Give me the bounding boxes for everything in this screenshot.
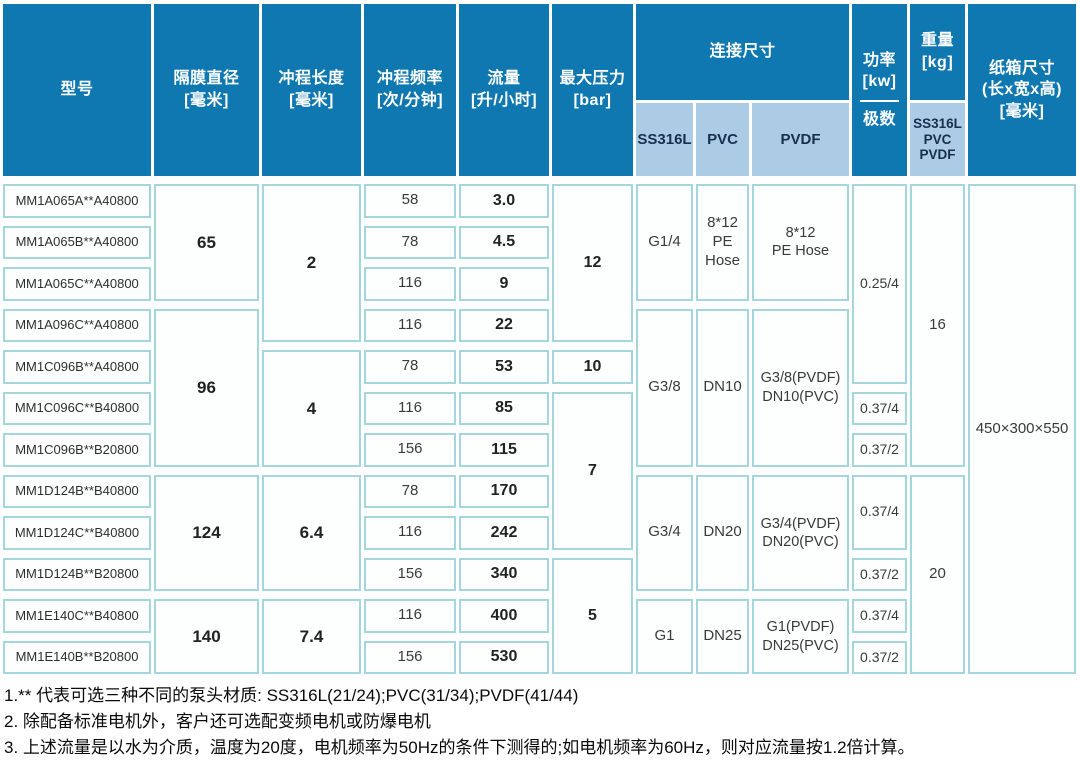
cell-flow-9: 242 (459, 516, 549, 550)
cell-conn-ss316l-3: G3/4 (636, 474, 693, 591)
cell-carton-size: 450×300×550 (968, 184, 1076, 674)
header-power-label: 功率 [kw] (862, 51, 897, 91)
cell-stroke-6-4: 6.4 (262, 474, 361, 591)
cell-model-7: MM1C096B**B20800 (3, 433, 151, 467)
header-flow-rate: 流量 [升/小时] (459, 4, 549, 176)
cell-conn-pvdf-4: G1(PVDF) DN25(PVC) (752, 599, 849, 674)
header-power: 功率 [kw] 极数 (852, 4, 907, 176)
cell-model-1: MM1A065A**A40800 (3, 184, 151, 218)
header-model: 型号 (3, 4, 151, 176)
cell-freq-8: 78 (364, 474, 456, 508)
cell-stroke-2: 2 (262, 184, 361, 342)
cell-stroke-7-4: 7.4 (262, 599, 361, 674)
header-pole-number: 极数 (862, 110, 896, 128)
cell-flow-6: 85 (459, 391, 549, 425)
cell-conn-pvdf-2: G3/8(PVDF) DN10(PVC) (752, 308, 849, 467)
cell-conn-pvc-4: DN25 (696, 599, 749, 674)
cell-freq-10: 156 (364, 557, 456, 591)
header-connection-size-group: 连接尺寸 SS316L PVC PVDF (636, 4, 849, 176)
cell-model-5: MM1C096B**A40800 (3, 350, 151, 384)
cell-power-6: 0.37/4 (852, 599, 907, 633)
header-diaphragm-diameter: 隔膜直径 [毫米] (154, 4, 259, 176)
cell-model-6: MM1C096C**B40800 (3, 391, 151, 425)
cell-flow-5: 53 (459, 350, 549, 384)
cell-conn-ss316l-2: G3/8 (636, 308, 693, 467)
cell-power-7: 0.37/2 (852, 640, 907, 674)
cell-freq-9: 116 (364, 516, 456, 550)
subheader-pvc: PVC (696, 103, 749, 176)
cell-freq-12: 156 (364, 640, 456, 674)
cell-diaphragm-96: 96 (154, 308, 259, 467)
cell-conn-ss316l-4: G1 (636, 599, 693, 674)
header-stroke-frequency: 冲程频率 [次/分钟] (364, 4, 456, 176)
cell-conn-pvc-1: 8*12 PE Hose (696, 184, 749, 301)
cell-flow-12: 530 (459, 640, 549, 674)
cell-freq-4: 116 (364, 308, 456, 342)
cell-freq-6: 116 (364, 391, 456, 425)
cell-freq-1: 58 (364, 184, 456, 218)
cell-model-2: MM1A065B**A40800 (3, 225, 151, 259)
cell-power-4: 0.37/4 (852, 474, 907, 550)
cell-power-3: 0.37/2 (852, 433, 907, 467)
header-weight-group: 重量 [kg] SS316L PVC PVDF (910, 4, 965, 176)
subheader-ss316l: SS316L (636, 103, 693, 176)
cell-model-12: MM1E140B**B20800 (3, 640, 151, 674)
cell-diaphragm-124: 124 (154, 474, 259, 591)
cell-pressure-5: 5 (552, 557, 633, 674)
cell-conn-pvc-3: DN20 (696, 474, 749, 591)
cell-freq-11: 116 (364, 599, 456, 633)
subheader-pvdf: PVDF (752, 103, 849, 176)
cell-flow-4: 22 (459, 308, 549, 342)
header-stroke-length: 冲程长度 [毫米] (262, 4, 361, 176)
cell-power-5: 0.37/2 (852, 557, 907, 591)
header-connection-size: 连接尺寸 (636, 4, 849, 100)
cell-pressure-7: 7 (552, 391, 633, 550)
cell-model-3: MM1A065C**A40800 (3, 267, 151, 301)
cell-flow-10: 340 (459, 557, 549, 591)
cell-power-2: 0.37/4 (852, 391, 907, 425)
footnote-1: 1.** 代表可选三种不同的泵头材质: SS316L(21/24);PVC(31… (4, 686, 579, 705)
power-header-divider (859, 99, 900, 102)
cell-conn-pvdf-1: 8*12 PE Hose (752, 184, 849, 301)
cell-conn-pvc-2: DN10 (696, 308, 749, 467)
cell-freq-5: 78 (364, 350, 456, 384)
cell-pressure-12: 12 (552, 184, 633, 342)
cell-pressure-10: 10 (552, 350, 633, 384)
cell-conn-ss316l-1: G1/4 (636, 184, 693, 301)
cell-model-10: MM1D124B**B20800 (3, 557, 151, 591)
cell-flow-7: 115 (459, 433, 549, 467)
cell-conn-pvdf-3: G3/4(PVDF) DN20(PVC) (752, 474, 849, 591)
header-carton-size: 纸箱尺寸 (长x宽x高) [毫米] (968, 4, 1076, 176)
footnote-3: 3. 上述流量是以水为介质，温度为20度，电机频率为50Hz的条件下测得的;如电… (4, 737, 915, 757)
cell-model-8: MM1D124B**B40800 (3, 474, 151, 508)
footnotes: 1.** 代表可选三种不同的泵头材质: SS316L(21/24);PVC(31… (0, 674, 1080, 760)
cell-model-11: MM1E140C**B40800 (3, 599, 151, 633)
pump-spec-table: 型号 隔膜直径 [毫米] 冲程长度 [毫米] 冲程频率 [次/分钟] 流量 [升… (3, 4, 1076, 674)
cell-freq-3: 116 (364, 267, 456, 301)
cell-weight-16: 16 (910, 184, 965, 467)
cell-flow-11: 400 (459, 599, 549, 633)
cell-power-1: 0.25/4 (852, 184, 907, 384)
cell-diaphragm-65: 65 (154, 184, 259, 301)
cell-flow-8: 170 (459, 474, 549, 508)
subheader-weight-materials: SS316L PVC PVDF (910, 103, 965, 176)
connection-subheaders: SS316L PVC PVDF (636, 103, 849, 176)
header-weight: 重量 [kg] (910, 4, 965, 100)
cell-diaphragm-140: 140 (154, 599, 259, 674)
cell-model-9: MM1D124C**B40800 (3, 516, 151, 550)
footnote-2: 2. 除配备标准电机外，客户还可选配变频电机或防爆电机 (4, 711, 431, 731)
cell-weight-20: 20 (910, 474, 965, 674)
cell-stroke-4: 4 (262, 350, 361, 467)
header-max-pressure: 最大压力 [bar] (552, 4, 633, 176)
cell-flow-1: 3.0 (459, 184, 549, 218)
cell-freq-7: 156 (364, 433, 456, 467)
cell-freq-2: 78 (364, 225, 456, 259)
cell-model-4: MM1A096C**A40800 (3, 308, 151, 342)
cell-flow-3: 9 (459, 267, 549, 301)
cell-flow-2: 4.5 (459, 225, 549, 259)
